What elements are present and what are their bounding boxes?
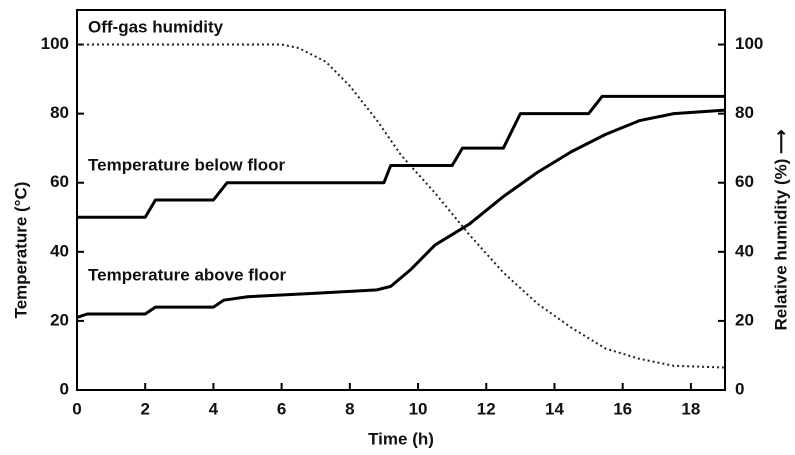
y2-tick-label: 60: [735, 172, 754, 191]
series-label: Temperature below floor: [88, 155, 285, 174]
y2-tick-label: 20: [735, 310, 754, 329]
y-tick-label: 100: [41, 34, 69, 53]
x-tick-label: 8: [345, 399, 354, 418]
plot-frame: [76, 9, 726, 391]
y2-tick-label: 80: [735, 103, 754, 122]
y2-axis-label: Relative humidity (%) ⟶: [771, 129, 790, 330]
x-tick-label: 4: [209, 399, 219, 418]
x-tick-label: 16: [613, 399, 632, 418]
x-tick-label: 0: [72, 399, 81, 418]
x-tick-label: 12: [477, 399, 496, 418]
data-line: [77, 94, 725, 219]
y2-tick-label: 40: [735, 241, 754, 260]
x-axis-label: Time (h): [368, 429, 434, 448]
x-tick-label: 14: [545, 399, 564, 418]
y-tick-label: 80: [50, 103, 69, 122]
x-tick-label: 18: [681, 399, 700, 418]
series-label: Off-gas humidity: [88, 17, 224, 36]
y-tick-label: 0: [60, 379, 69, 398]
data-line: [76, 108, 726, 319]
y-axis-label: Temperature (°C): [11, 182, 30, 319]
x-tick-label: 6: [277, 399, 286, 418]
data-line: [77, 43, 726, 369]
y-tick-label: 20: [50, 310, 69, 329]
series-label: Temperature above floor: [88, 265, 286, 284]
x-tick-label: 2: [140, 399, 149, 418]
y-tick-label: 60: [50, 172, 69, 191]
x-tick-label: 10: [409, 399, 428, 418]
y-tick-label: 40: [50, 241, 69, 260]
y2-tick-label: 100: [735, 34, 763, 53]
y2-tick-label: 0: [735, 379, 744, 398]
